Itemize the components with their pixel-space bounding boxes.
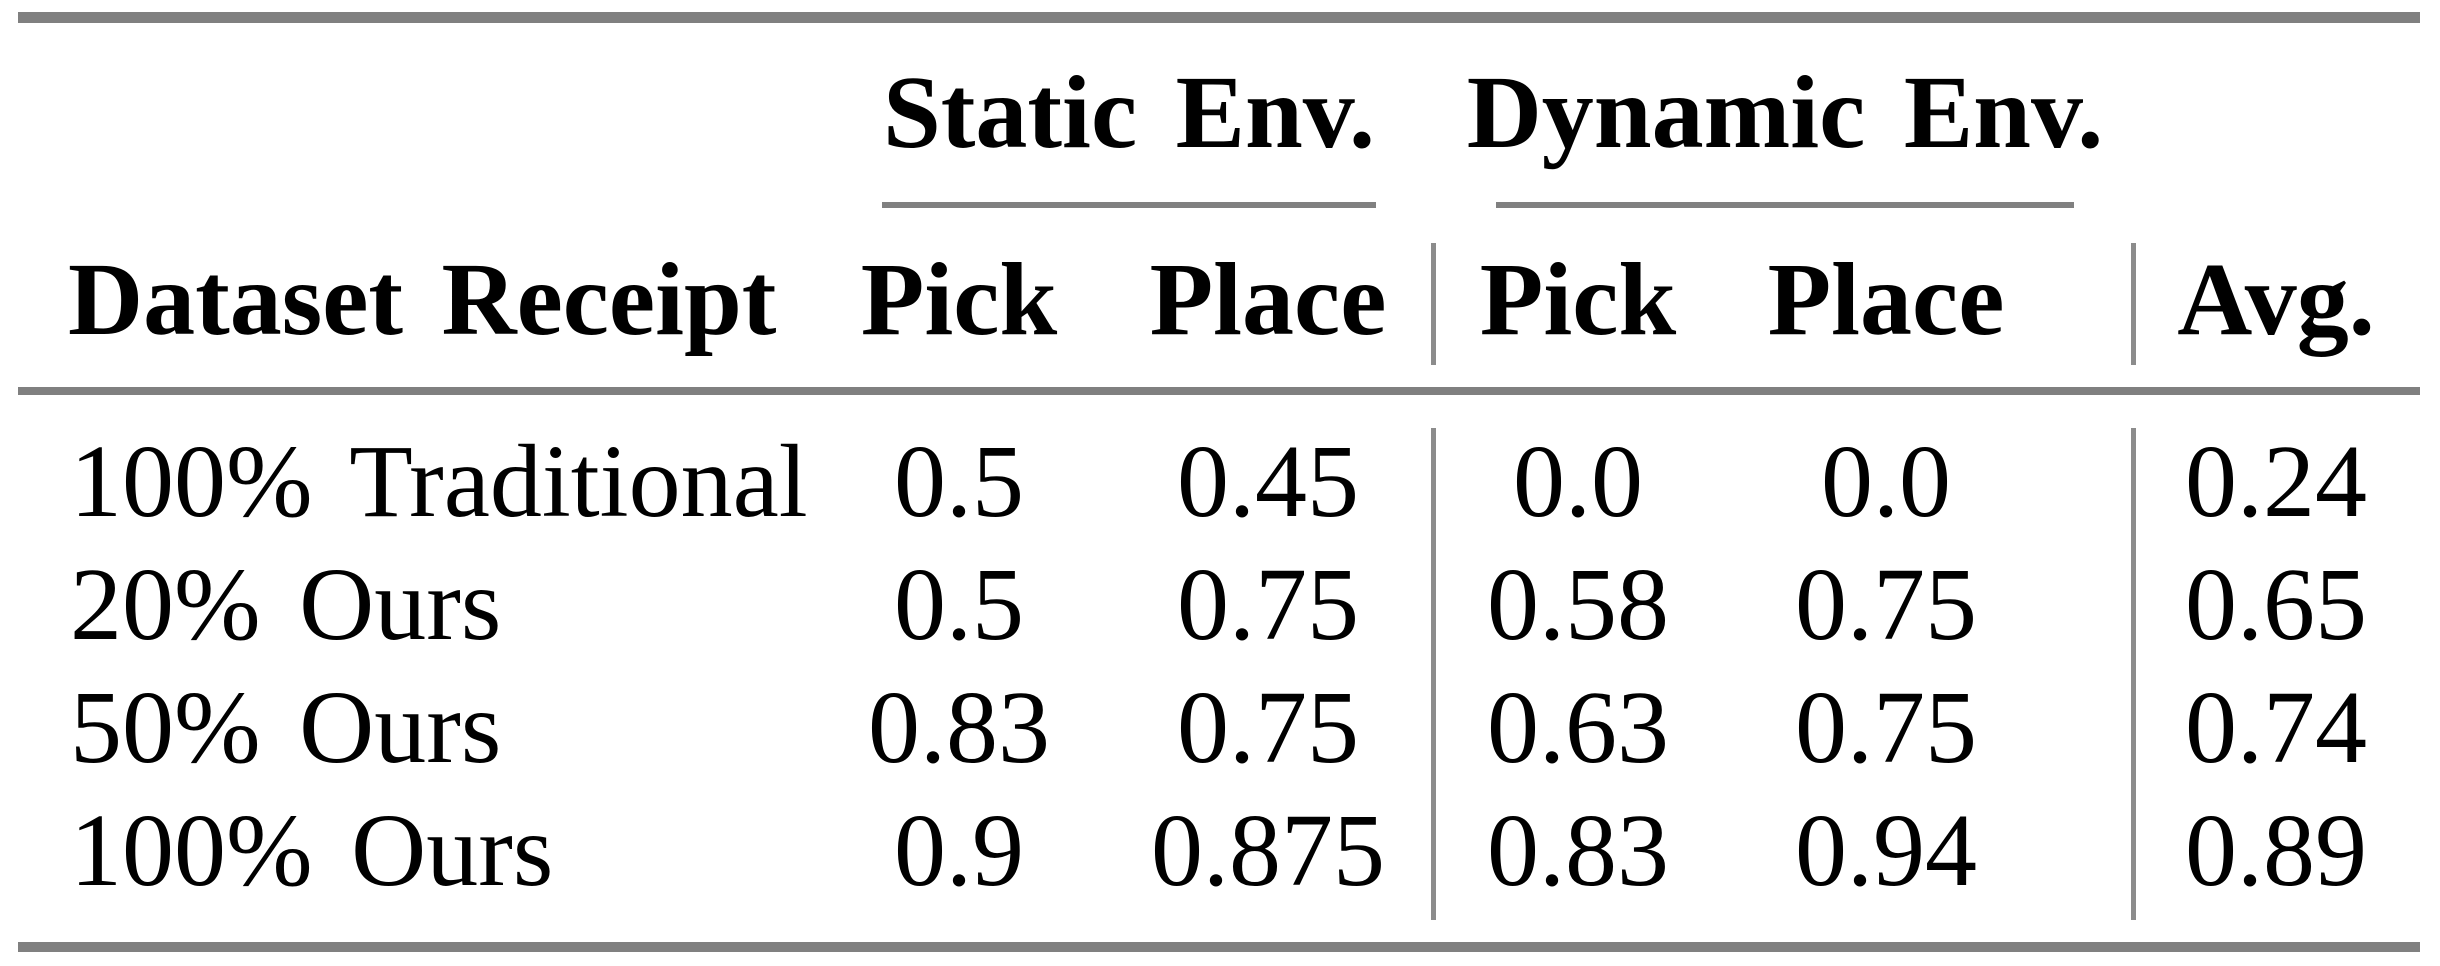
cell-dynamic-place: 0.0 [1821, 424, 1951, 539]
cell-static-place: 0.45 [1177, 424, 1359, 539]
cell-avg: 0.24 [2185, 424, 2367, 539]
cell-avg: 0.65 [2185, 547, 2367, 662]
row-label: 100% Ours [70, 793, 554, 908]
cell-static-place: 0.75 [1177, 670, 1359, 785]
cmidrule-static-env [882, 202, 1376, 208]
cmidrule-dynamic-env [1496, 202, 2074, 208]
cell-dynamic-place: 0.94 [1795, 793, 1977, 908]
vertical-separator-body-2 [2131, 428, 2136, 920]
cell-dynamic-pick: 0.0 [1513, 424, 1643, 539]
table-bottom-rule [18, 942, 2420, 952]
cell-static-pick: 0.9 [894, 793, 1024, 908]
cell-dynamic-pick: 0.63 [1487, 670, 1669, 785]
cell-avg: 0.74 [2185, 670, 2367, 785]
col-header-dynamic-place: Place [1767, 242, 2005, 357]
col-header-dynamic-pick: Pick [1479, 242, 1677, 357]
col-header-avg: Avg. [2177, 242, 2375, 357]
row-label: 20% Ours [70, 547, 502, 662]
cell-dynamic-place: 0.75 [1795, 547, 1977, 662]
vertical-separator-header-2 [2131, 243, 2136, 365]
cell-avg: 0.89 [2185, 793, 2367, 908]
vertical-separator-body-1 [1431, 428, 1436, 920]
vertical-separator-header-1 [1431, 243, 1436, 365]
table-mid-rule [18, 387, 2420, 395]
cell-static-pick: 0.83 [868, 670, 1050, 785]
table-top-rule [18, 12, 2420, 23]
row-label: 100% Traditional [70, 424, 808, 539]
cell-static-pick: 0.5 [894, 424, 1024, 539]
group-header-dynamic-env: Dynamic Env. [1466, 55, 2104, 170]
cell-static-place: 0.875 [1151, 793, 1385, 908]
cell-dynamic-pick: 0.58 [1487, 547, 1669, 662]
col-header-static-pick: Pick [860, 242, 1058, 357]
row-label: 50% Ours [70, 670, 502, 785]
col-header-dataset-receipt: Dataset Receipt [68, 242, 777, 357]
cell-static-pick: 0.5 [894, 547, 1024, 662]
col-header-static-place: Place [1149, 242, 1387, 357]
cell-dynamic-pick: 0.83 [1487, 793, 1669, 908]
group-header-static-env: Static Env. [882, 55, 1376, 170]
cell-dynamic-place: 0.75 [1795, 670, 1977, 785]
cell-static-place: 0.75 [1177, 547, 1359, 662]
